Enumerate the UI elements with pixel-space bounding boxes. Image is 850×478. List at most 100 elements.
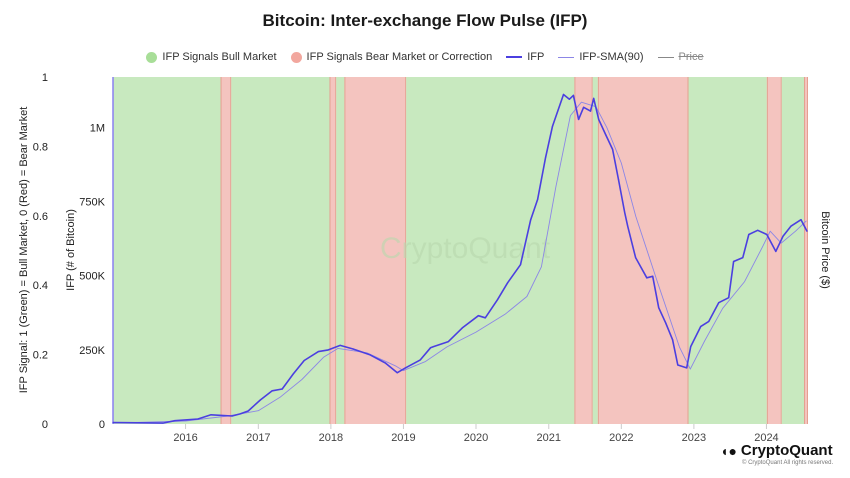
ifp-point	[562, 93, 565, 96]
ifp-point	[327, 349, 329, 351]
x-tick-label: 2024	[754, 432, 778, 444]
ifp-point	[551, 125, 554, 127]
ifp-point	[686, 367, 688, 369]
legend-item-sma[interactable]: IFP-SMA(90)	[558, 51, 644, 63]
y-axis-signal-label: IFP Signal: 1 (Green) = Bull Market, 0 (…	[18, 107, 30, 394]
y-axis-price-label: Bitcoin Price ($)	[819, 211, 831, 289]
ifp-point	[748, 233, 750, 236]
ifp-point	[733, 260, 735, 263]
x-tick-label: 2019	[391, 432, 415, 444]
ifp-point	[690, 345, 692, 348]
ifp-point	[484, 317, 486, 319]
ifp-point	[766, 233, 768, 236]
y-signal-tick-label: 1	[42, 72, 48, 84]
y-signal-tick-label: 0.4	[33, 280, 48, 292]
y-ifp-tick-label: 500K	[79, 271, 105, 283]
brand-logo: ◖● CryptoQuant	[720, 442, 833, 459]
legend-bear-dot-icon	[290, 51, 302, 63]
ifp-point	[544, 156, 547, 158]
signal-regimes	[113, 77, 808, 424]
ifp-point	[404, 367, 407, 369]
x-tick-label: 2016	[173, 432, 197, 444]
ifp-point	[593, 97, 595, 99]
ifp-point	[303, 359, 305, 362]
ifp-point	[728, 297, 730, 299]
ifp-point	[646, 277, 648, 279]
legend-bull-label: IFP Signals Bull Market	[162, 51, 277, 63]
ifp-point	[519, 264, 522, 266]
legend-sma-label: IFP-SMA(90)	[579, 51, 644, 63]
y-ifp-tick-label: 250K	[79, 345, 105, 357]
ifp-point	[530, 219, 532, 221]
bear-regime-band	[804, 77, 808, 424]
legend-price-line-icon	[657, 56, 674, 58]
x-tick-label: 2017	[246, 432, 270, 444]
x-tick-label: 2023	[682, 432, 706, 444]
ifp-point	[231, 415, 233, 417]
x-axis: 2016 2017 2018 2019 2020 2021 2022 2023 2024	[173, 424, 779, 444]
legend-item-ifp[interactable]: IFP	[506, 51, 544, 63]
legend-item-price[interactable]: Price	[657, 51, 704, 63]
y-signal-tick-label: 0.8	[33, 141, 48, 153]
ifp-point	[429, 347, 432, 349]
y-ifp-tick-label: 1M	[90, 122, 105, 134]
ifp-point	[718, 302, 720, 304]
ifp-sma90-line	[112, 101, 807, 424]
ifp-point	[757, 229, 759, 231]
ifp-point	[507, 282, 509, 284]
ifp-point	[496, 299, 499, 301]
ifp-point	[627, 225, 629, 227]
ifp-point	[577, 118, 580, 121]
y-axis-ifp-label: IFP (# of Bitcoin)	[65, 209, 77, 291]
bull-regime-band	[113, 77, 221, 424]
chart-title: Bitcoin: Inter-exchange Flow Pulse (IFP)	[262, 11, 588, 30]
x-tick-label: 2018	[319, 432, 343, 444]
ifp-point	[677, 364, 679, 366]
legend-bull-dot-icon	[146, 51, 158, 63]
bear-regime-band	[766, 77, 782, 424]
ifp-point	[658, 307, 660, 309]
bear-regime-band	[597, 77, 689, 424]
bull-regime-band	[336, 77, 345, 424]
bull-regime-band	[592, 77, 598, 424]
ifp-point	[572, 94, 575, 96]
ifp-point	[281, 388, 283, 390]
ifp-point	[598, 118, 600, 121]
y-ifp-tick-label: 750K	[79, 197, 105, 209]
y-axis-signal: 0 0.2 0.4 0.6 0.8 1	[33, 72, 48, 431]
ifp-point	[162, 422, 164, 424]
legend-bear-label: IFP Signals Bear Market or Correction	[306, 51, 493, 63]
ifp-point	[197, 418, 199, 420]
ifp-point	[742, 257, 744, 259]
legend-item-bull[interactable]: IFP Signals Bull Market	[146, 51, 277, 63]
y-signal-tick-label: 0	[42, 419, 48, 431]
legend-ifp-label: IFP	[527, 51, 545, 63]
ifp-point	[790, 225, 792, 227]
ifp-point	[605, 133, 607, 136]
ifp-point	[432, 345, 435, 348]
ifp-point	[461, 327, 463, 329]
ifp-point	[708, 320, 710, 322]
ifp-point	[537, 198, 539, 201]
ifp-point	[292, 373, 294, 375]
ifp-point	[447, 340, 449, 343]
ifp-point	[247, 410, 249, 412]
bull-regime-band	[781, 77, 805, 424]
bear-regime-band	[574, 77, 593, 424]
bull-regime-band	[231, 77, 330, 424]
ifp-point	[352, 348, 354, 350]
ifp-point	[611, 148, 614, 150]
legend-ifp-line-icon	[506, 56, 523, 58]
ifp-point	[174, 420, 176, 422]
ifp-point	[568, 98, 571, 100]
legend-item-bear[interactable]: IFP Signals Bear Market or Correction	[290, 51, 493, 63]
ifp-point	[396, 372, 398, 374]
ifp-point	[271, 390, 273, 392]
legend-price-label: Price	[678, 51, 704, 63]
bear-regime-band	[220, 77, 232, 424]
bull-regime-band	[406, 77, 575, 424]
x-tick-label: 2021	[537, 432, 561, 444]
ifp-point	[624, 211, 626, 214]
ifp-point	[477, 315, 479, 317]
